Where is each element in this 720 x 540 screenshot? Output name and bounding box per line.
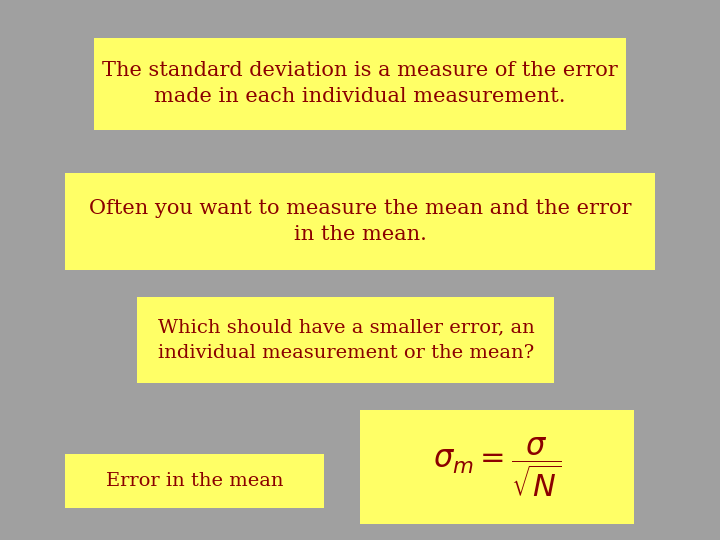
Text: $\sigma_m = \dfrac{\sigma}{\sqrt{N}}$: $\sigma_m = \dfrac{\sigma}{\sqrt{N}}$ xyxy=(433,435,561,499)
FancyBboxPatch shape xyxy=(360,410,634,524)
FancyBboxPatch shape xyxy=(65,454,324,508)
Text: Which should have a smaller error, an
individual measurement or the mean?: Which should have a smaller error, an in… xyxy=(158,319,535,362)
FancyBboxPatch shape xyxy=(94,38,626,130)
FancyBboxPatch shape xyxy=(65,173,655,270)
Text: The standard deviation is a measure of the error
made in each individual measure: The standard deviation is a measure of t… xyxy=(102,61,618,106)
Text: Error in the mean: Error in the mean xyxy=(106,471,283,490)
FancyBboxPatch shape xyxy=(137,297,554,383)
Text: Often you want to measure the mean and the error
in the mean.: Often you want to measure the mean and t… xyxy=(89,199,631,244)
